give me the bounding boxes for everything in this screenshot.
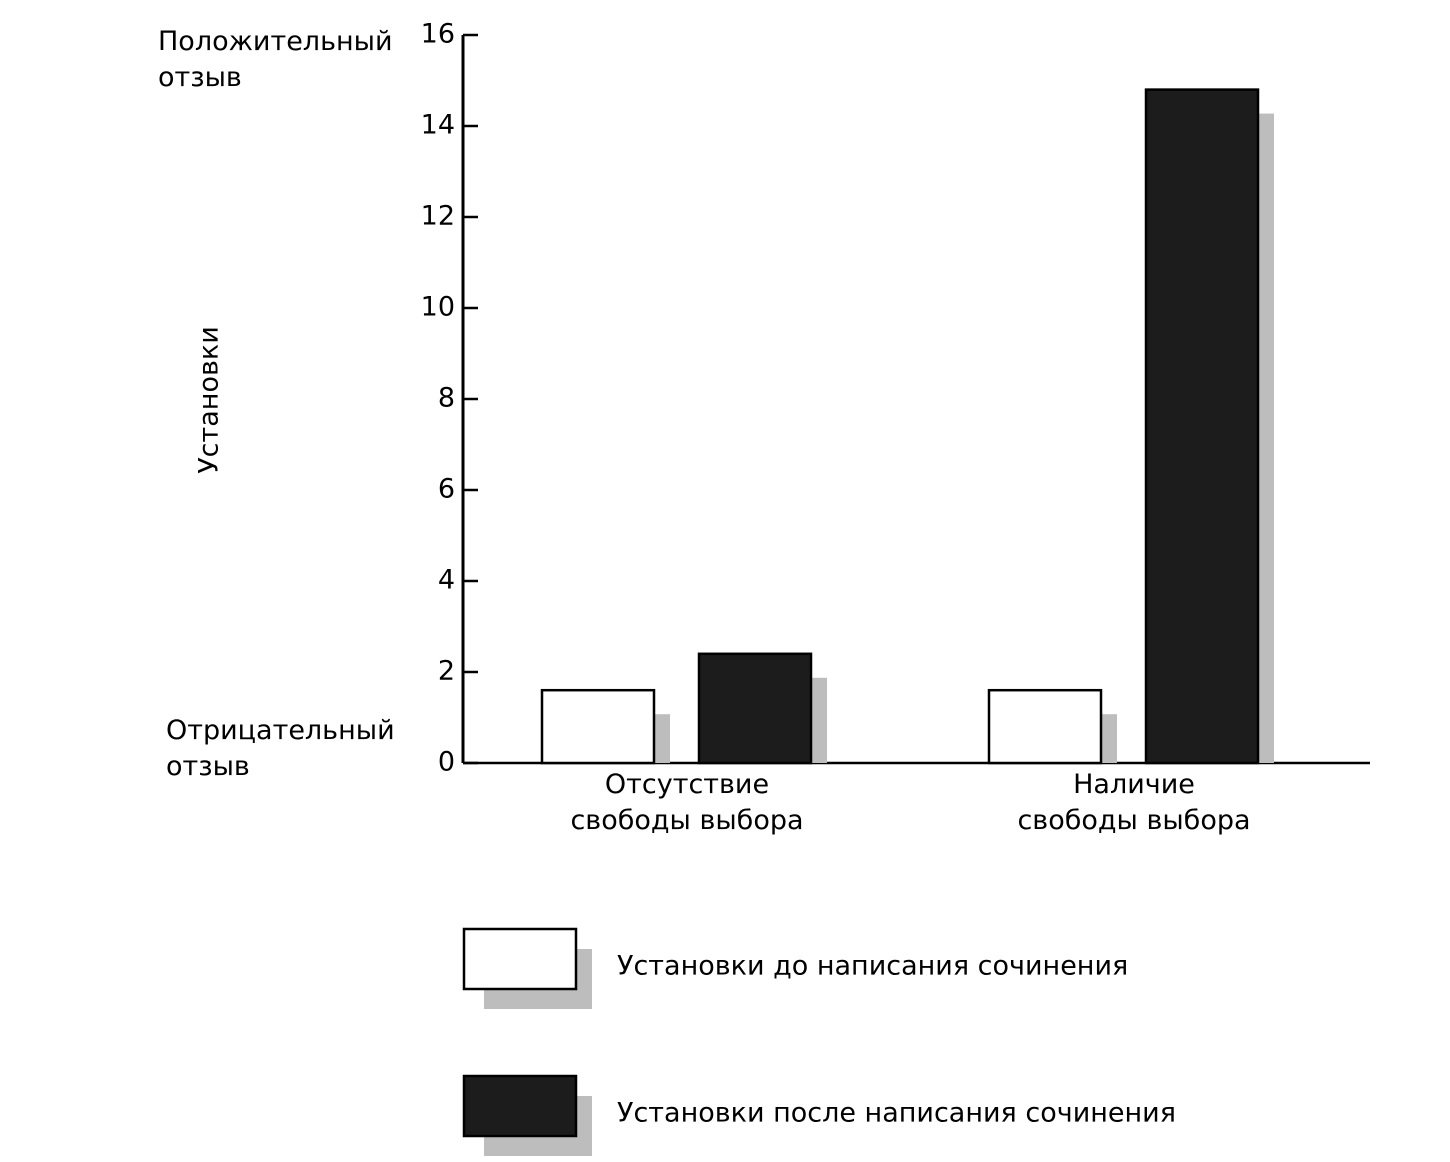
y-tick-label: 6 <box>438 474 455 505</box>
y-tick-label: 12 <box>421 201 455 232</box>
bar <box>540 688 656 765</box>
y-tick-label: 10 <box>421 292 455 323</box>
x-tick-label: Наличие свободы выбора <box>1017 769 1250 836</box>
legend-swatch <box>462 927 578 991</box>
y-tick-label: 16 <box>421 19 455 50</box>
bar-shadow <box>1101 714 1117 763</box>
bar <box>697 652 813 765</box>
bar-shadow <box>654 714 670 763</box>
bar-shadow <box>811 677 827 763</box>
legend-swatch <box>462 1074 578 1138</box>
y-tick-label: 8 <box>438 383 455 414</box>
y-axis-label: Установки <box>194 326 225 474</box>
bar <box>1144 88 1260 765</box>
bar-shadow <box>1258 113 1274 764</box>
legend-label: Установки до написания сочинения <box>617 951 1128 982</box>
y-tick-label: 4 <box>438 565 455 596</box>
annotation: Отрицательный отзыв <box>166 715 395 782</box>
legend-label: Установки после написания сочинения <box>617 1098 1176 1129</box>
y-tick-label: 2 <box>438 656 455 687</box>
y-tick-label: 0 <box>438 747 455 778</box>
y-tick-label: 14 <box>421 110 455 141</box>
x-tick-label: Отсутствие свободы выбора <box>570 769 803 836</box>
annotation: Положительный отзыв <box>158 26 393 93</box>
bar <box>987 688 1103 765</box>
